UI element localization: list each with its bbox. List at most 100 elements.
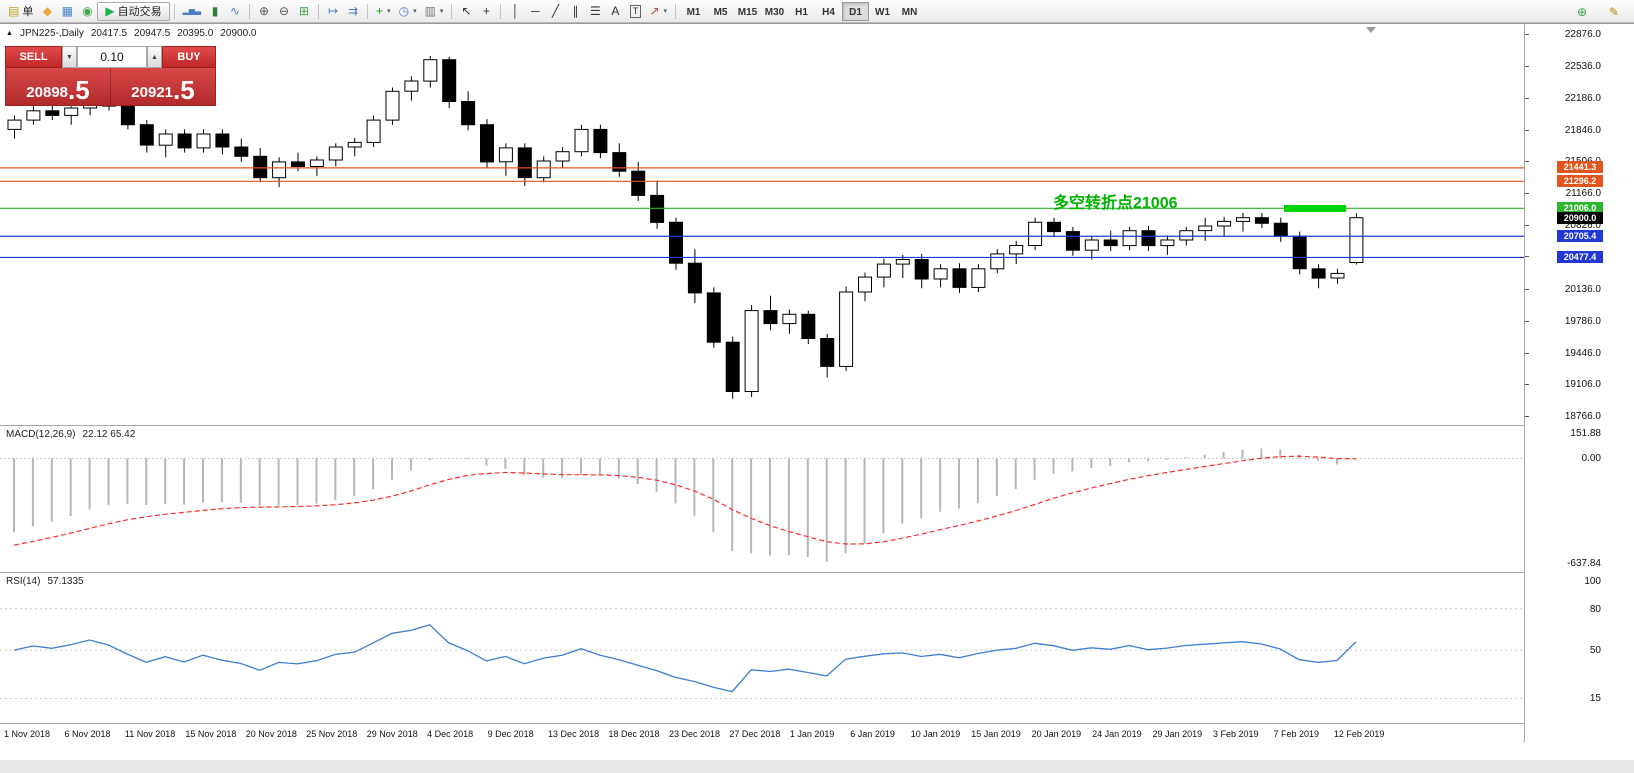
timeframe-button-H1[interactable]: H1 bbox=[795, 6, 808, 18]
horizontal-line-button[interactable]: ─ bbox=[525, 2, 545, 21]
trendline-button[interactable]: ╱ bbox=[545, 2, 565, 21]
new-order-button[interactable]: ▤ 单 bbox=[4, 2, 37, 21]
profile-button[interactable]: ◆ bbox=[37, 2, 57, 21]
timeframe-button-M15[interactable]: M15 bbox=[737, 6, 758, 18]
crosshair-button[interactable]: + bbox=[476, 2, 496, 21]
autotrading-button[interactable]: ▶ 自动交易 bbox=[97, 1, 170, 21]
sell-price-base: 20898 bbox=[26, 83, 69, 101]
line-chart-button[interactable]: ∿ bbox=[225, 2, 245, 21]
tile-windows-button[interactable]: ⊞ bbox=[294, 2, 314, 21]
candlestick-button[interactable]: ▮ bbox=[205, 2, 225, 21]
zoom-in-icon: ⊕ bbox=[259, 4, 270, 18]
price-axis[interactable]: 22876.022536.022186.021846.021506.021166… bbox=[1524, 24, 1634, 742]
bar-chart-icon: ▂▅▃ bbox=[182, 6, 202, 15]
axis-tick bbox=[1525, 65, 1529, 67]
text-button[interactable]: A bbox=[605, 2, 625, 21]
sell-price[interactable]: 20898.5 bbox=[6, 68, 111, 105]
time-label: 20 Jan 2019 bbox=[1031, 729, 1082, 739]
candle bbox=[215, 129, 230, 155]
timeframe-button-H4[interactable]: H4 bbox=[822, 6, 835, 18]
channel-button[interactable]: ∥ bbox=[565, 2, 585, 21]
sell-price-frac: .5 bbox=[68, 75, 90, 106]
candle bbox=[480, 119, 494, 168]
text-label-button[interactable]: T bbox=[625, 2, 645, 21]
zoom-plus-button[interactable]: ⊕ bbox=[1572, 2, 1592, 21]
rsi-title: RSI(14) bbox=[6, 576, 41, 587]
candle bbox=[971, 264, 986, 293]
timeframe-toolbar: M1 M5 M15 M30 H1 H4 D1 W1 MN bbox=[680, 0, 923, 23]
indicators-icon: + bbox=[376, 4, 384, 18]
market-watch-button[interactable]: ▦ bbox=[57, 2, 77, 21]
axis-tick bbox=[1525, 161, 1529, 163]
periods-button[interactable]: ◷ ▾ bbox=[395, 2, 421, 21]
axis-tick-label: 22186.0 bbox=[1564, 93, 1601, 105]
zoom-out-button[interactable]: ⊖ bbox=[274, 2, 294, 21]
candle bbox=[1254, 213, 1269, 228]
edit-button[interactable]: ✎ bbox=[1604, 2, 1624, 21]
axis-tick-label: -637.84 bbox=[1567, 557, 1601, 569]
panel-separator[interactable] bbox=[0, 425, 1634, 426]
arrows-button[interactable]: ↗ ▾ bbox=[645, 2, 671, 21]
fibonacci-button[interactable]: ☰ bbox=[585, 2, 605, 21]
candle bbox=[1198, 217, 1213, 241]
cursor-button[interactable]: ↖ bbox=[456, 2, 476, 21]
one-click-collapse-icon[interactable]: ▲ bbox=[6, 30, 13, 37]
candle bbox=[272, 157, 287, 187]
axis-tick-label: 20136.0 bbox=[1564, 283, 1601, 295]
templates-button[interactable]: ▥ ▾ bbox=[421, 2, 448, 21]
lot-step-down[interactable]: ▼ bbox=[62, 46, 77, 68]
candle bbox=[404, 76, 419, 101]
candle bbox=[914, 253, 929, 289]
highlight-bar[interactable] bbox=[1284, 205, 1347, 213]
auto-scroll-button[interactable]: ⇉ bbox=[343, 2, 363, 21]
candle bbox=[1273, 217, 1288, 242]
axis-tick-label: 22536.0 bbox=[1564, 60, 1601, 72]
candle bbox=[517, 143, 532, 187]
time-axis[interactable]: 1 Nov 2018 6 Nov 2018 11 Nov 2018 15 Nov 20… bbox=[0, 724, 1524, 742]
zoom-in-button[interactable]: ⊕ bbox=[254, 2, 274, 21]
time-label: 6 Jan 2019 bbox=[850, 729, 895, 739]
horizontal-line-icon: ─ bbox=[531, 4, 540, 18]
bar-chart-button[interactable]: ▂▅▃ bbox=[179, 2, 205, 21]
lot-input[interactable] bbox=[77, 46, 147, 68]
profile-icon: ◆ bbox=[42, 4, 52, 18]
toolbar-left-group: ▤ 单 ◆ ▦ ◉ ▶ 自动交易 ▂▅▃ ▮ ∿ ⊕ ⊖ ⊞ ↦ ⇉ + ▾ ◷ ▾ ▥ ▾ ↖ + │ ─ ╱ ∥ ☰ A T ↗ ▾ bbox=[4, 0, 680, 23]
timeframe-button-D1[interactable]: D1 bbox=[842, 1, 870, 21]
low-value: 20395.0 bbox=[177, 28, 214, 39]
axis-tick bbox=[1525, 34, 1529, 35]
axis-tick-label: 18766.0 bbox=[1564, 411, 1601, 422]
price-chart-canvas[interactable] bbox=[0, 24, 1524, 425]
dropdown-arrow-icon: ▾ bbox=[439, 8, 444, 15]
indicators-button[interactable]: + ▾ bbox=[372, 2, 395, 21]
candle bbox=[139, 120, 154, 153]
macd-signal-line bbox=[13, 455, 1356, 546]
timeframe-button-M30[interactable]: M30 bbox=[764, 6, 785, 18]
vertical-line-button[interactable]: │ bbox=[505, 2, 525, 21]
time-label: 6 Nov 2018 bbox=[64, 729, 111, 739]
chart-annotation-text[interactable]: 多空转折点21006 bbox=[1053, 195, 1178, 212]
timeframe-button-M5[interactable]: M5 bbox=[713, 6, 728, 18]
timeframe-button-M1[interactable]: M1 bbox=[686, 6, 701, 18]
candle bbox=[385, 87, 400, 125]
panel-separator[interactable] bbox=[0, 572, 1634, 573]
navigator-button[interactable]: ◉ bbox=[77, 2, 97, 21]
axis-tick-label: 50 bbox=[1589, 645, 1601, 657]
chart-shift-icon: ↦ bbox=[328, 4, 339, 18]
candle bbox=[26, 106, 41, 125]
navigator-icon: ◉ bbox=[82, 4, 93, 18]
timeframe-button-MN[interactable]: MN bbox=[901, 6, 918, 18]
chart-shift-button[interactable]: ↦ bbox=[323, 2, 343, 21]
rsi-canvas[interactable] bbox=[0, 573, 1524, 723]
candle bbox=[990, 249, 1005, 274]
lot-step-up[interactable]: ▲ bbox=[147, 46, 162, 68]
buy-button[interactable]: BUY bbox=[162, 46, 216, 68]
time-label: 1 Jan 2019 bbox=[789, 729, 835, 739]
macd-canvas[interactable] bbox=[0, 426, 1524, 572]
chart-shift-marker[interactable] bbox=[1366, 27, 1376, 33]
sell-button[interactable]: SELL bbox=[5, 46, 62, 68]
axis-tick bbox=[1525, 98, 1529, 100]
timeframe-button-W1[interactable]: W1 bbox=[875, 6, 891, 18]
buy-price[interactable]: 20921.5 bbox=[111, 68, 215, 105]
axis-tick bbox=[1525, 129, 1529, 131]
macd-histogram bbox=[13, 448, 1357, 562]
